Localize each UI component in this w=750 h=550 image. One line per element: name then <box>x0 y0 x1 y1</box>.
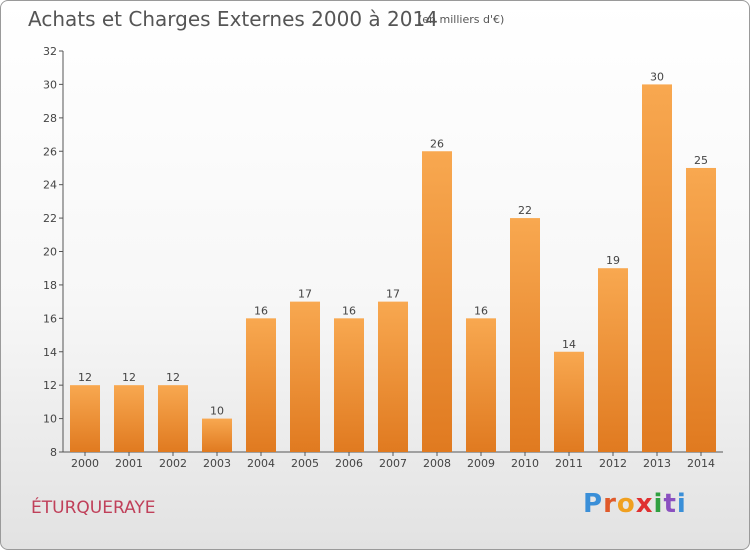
data-label-2010: 22 <box>518 204 532 217</box>
y-tick-label: 24 <box>43 179 57 192</box>
x-tick-label: 2008 <box>423 457 451 470</box>
logo-letter: i <box>676 489 687 519</box>
x-tick-label: 2014 <box>687 457 715 470</box>
y-tick-label: 14 <box>43 346 57 359</box>
bar-2004 <box>246 318 276 452</box>
bar-2003 <box>202 418 232 452</box>
bar-2001 <box>114 385 144 452</box>
chart-unit: (en milliers d'€) <box>418 13 505 26</box>
bar-2007 <box>378 301 408 452</box>
x-tick-label: 2011 <box>555 457 583 470</box>
bar-2008 <box>422 151 452 452</box>
x-tick-label: 2003 <box>203 457 231 470</box>
data-label-2013: 30 <box>650 70 664 83</box>
y-tick-label: 30 <box>43 78 57 91</box>
x-tick-label: 2001 <box>115 457 143 470</box>
bar-2012 <box>598 268 628 452</box>
bar-2013 <box>642 84 672 453</box>
x-tick-label: 2005 <box>291 457 319 470</box>
bar-2010 <box>510 218 540 452</box>
logo-letter: r <box>603 489 617 519</box>
chart-data-labels: 12 12 12 10 16 17 16 17 26 16 22 14 19 30 25 <box>78 70 708 417</box>
x-tick-label: 2002 <box>159 457 187 470</box>
data-label-2007: 17 <box>386 288 400 301</box>
x-tick-label: 2000 <box>71 457 99 470</box>
x-tick-label: 2009 <box>467 457 495 470</box>
data-label-2006: 16 <box>342 304 356 317</box>
y-tick-label: 28 <box>43 112 57 125</box>
y-tick-label: 26 <box>43 145 57 158</box>
bar-2011 <box>554 351 584 452</box>
logo-letter: o <box>616 489 636 519</box>
chart-bars <box>70 84 716 453</box>
chart-axes: 8 10 12 14 16 18 20 22 24 26 28 30 32 2000 2001 2002 200… <box>43 45 723 470</box>
bar-2009 <box>466 318 496 452</box>
x-tick-label: 2006 <box>335 457 363 470</box>
bar-2006 <box>334 318 364 452</box>
data-label-2005: 17 <box>298 288 312 301</box>
bar-2002 <box>158 385 188 452</box>
data-label-2009: 16 <box>474 304 488 317</box>
x-tick-label: 2010 <box>511 457 539 470</box>
logo-letter: x <box>635 489 654 519</box>
y-tick-label: 18 <box>43 279 57 292</box>
chart-title: Achats et Charges Externes 2000 à 2014 <box>28 7 438 31</box>
data-label-2003: 10 <box>210 405 224 418</box>
x-tick-label: 2004 <box>247 457 275 470</box>
logo-letter: i <box>653 489 664 519</box>
data-label-2014: 25 <box>694 154 708 167</box>
bar-2014 <box>686 167 716 453</box>
x-tick-label: 2007 <box>379 457 407 470</box>
data-label-2008: 26 <box>430 137 444 150</box>
data-label-2011: 14 <box>562 338 576 351</box>
data-label-2004: 16 <box>254 304 268 317</box>
bar-2005 <box>290 301 320 452</box>
x-tick-label: 2013 <box>643 457 671 470</box>
y-tick-label: 20 <box>43 246 57 259</box>
y-tick-label: 8 <box>50 446 57 459</box>
y-tick-label: 32 <box>43 45 57 58</box>
logo-letter: t <box>663 489 677 519</box>
y-tick-label: 10 <box>43 413 57 426</box>
y-tick-label: 16 <box>43 312 57 325</box>
data-label-2000: 12 <box>78 371 92 384</box>
x-tick-label: 2012 <box>599 457 627 470</box>
logo-letter: P <box>583 489 604 519</box>
proxiti-logo[interactable]: Proxiti <box>583 489 687 519</box>
data-label-2001: 12 <box>122 371 136 384</box>
commune-name: ÉTURQUERAYE <box>31 498 156 518</box>
y-tick-label: 22 <box>43 212 57 225</box>
bar-2000 <box>70 385 100 452</box>
y-tick-label: 12 <box>43 379 57 392</box>
data-label-2012: 19 <box>606 254 620 267</box>
data-label-2002: 12 <box>166 371 180 384</box>
